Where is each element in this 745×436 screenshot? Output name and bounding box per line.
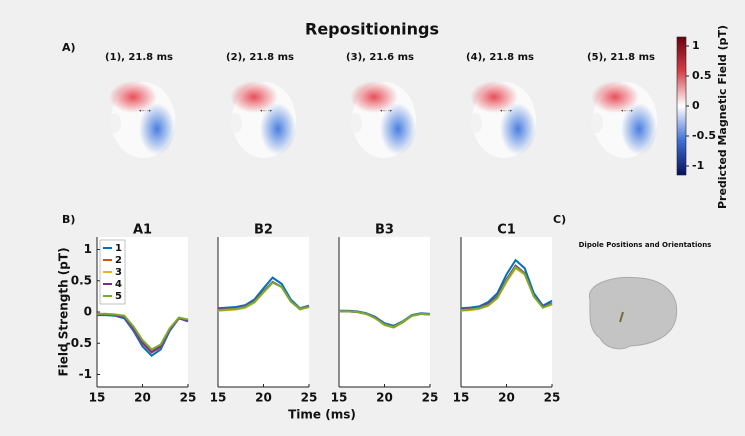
chart-title: A1 — [133, 223, 152, 238]
legend-label: 3 — [115, 267, 122, 278]
head-map-title: (2), 21.8 ms — [226, 52, 294, 63]
x-tick-label: 25 — [544, 391, 561, 405]
colorbar-tick-label: 0 — [692, 99, 700, 112]
head-map — [350, 81, 416, 158]
dipole-title: Dipole Positions and Orientations — [579, 241, 712, 249]
legend-label: 1 — [115, 243, 122, 254]
legend-label: 2 — [115, 255, 122, 266]
x-tick-label: 20 — [376, 391, 393, 405]
figure-title: Repositionings — [305, 20, 439, 39]
plot-area — [218, 237, 309, 387]
x-tick-label: 20 — [134, 391, 151, 405]
panel-label: C) — [553, 213, 566, 226]
x-tick-label: 20 — [255, 391, 272, 405]
series-line — [217, 276, 310, 310]
x-tick-label: 15 — [331, 391, 348, 405]
y-tick-label: 0.5 — [71, 273, 92, 287]
head-map — [470, 81, 536, 158]
x-tick-label: 25 — [180, 391, 197, 405]
colorbar-tick-label: -1 — [692, 159, 704, 172]
head-map-title: (4), 21.8 ms — [466, 52, 534, 63]
y-tick-label: -0.5 — [66, 336, 92, 350]
x-axis-label: Time (ms) — [288, 408, 356, 422]
colorbar-label: Predicted Magnetic Field (pT) — [716, 25, 729, 209]
panel-label: A) — [62, 41, 76, 54]
colorbar-tick-label: -0.5 — [692, 129, 716, 142]
colorbar-tick-label: 1 — [692, 39, 700, 52]
y-tick-label: 0 — [84, 305, 92, 319]
x-tick-label: 15 — [453, 391, 470, 405]
y-tick-label: -1 — [79, 367, 92, 381]
legend-label: 4 — [115, 279, 122, 290]
x-tick-label: 15 — [89, 391, 106, 405]
y-tick-label: 1 — [84, 242, 92, 256]
panel-label: B) — [62, 213, 75, 226]
head-map — [109, 81, 175, 158]
y-axis-label: Field Strength (pT) — [57, 247, 71, 376]
series-line — [217, 281, 310, 312]
x-tick-label: 20 — [498, 391, 515, 405]
chart-title: B3 — [375, 223, 394, 238]
chart-title: B2 — [254, 223, 273, 238]
head-map-title: (3), 21.6 ms — [346, 52, 414, 63]
colorbar-tick-label: 0.5 — [692, 69, 712, 82]
head-map-title: (5), 21.8 ms — [587, 52, 655, 63]
series-line — [97, 312, 189, 351]
head-map — [591, 81, 657, 158]
head-map — [230, 81, 296, 158]
colorbar — [676, 36, 687, 176]
chart-title: C1 — [497, 223, 516, 238]
x-tick-label: 25 — [422, 391, 439, 405]
series-line — [460, 258, 553, 310]
head-map-title: (1), 21.8 ms — [105, 52, 173, 63]
head-maps: (1), 21.8 ms (2), 21.8 ms (3), 21.6 ms (… — [105, 52, 657, 158]
x-tick-label: 25 — [301, 391, 318, 405]
brain — [588, 276, 678, 350]
series-line — [460, 265, 553, 312]
series-line — [339, 310, 431, 329]
plot-area — [461, 237, 552, 387]
legend-label: 5 — [115, 291, 122, 302]
x-tick-label: 15 — [210, 391, 227, 405]
